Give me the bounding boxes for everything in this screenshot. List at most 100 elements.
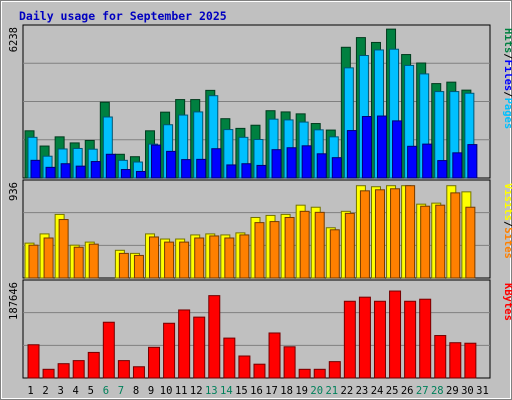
bar-pages-5	[90, 161, 101, 179]
bar-sites-2	[43, 237, 54, 279]
bar-sites-8	[133, 254, 144, 279]
x-tick-label-28: 28	[431, 385, 444, 397]
panel-pages-files-hits: 6238 Hits/Files/Pages	[8, 24, 512, 179]
bar-pages-17	[271, 149, 282, 179]
axis-label-part: /	[502, 221, 512, 227]
bar-pages-3	[60, 163, 71, 179]
y-max-label: 936	[8, 182, 20, 201]
bar-sites-21	[329, 229, 340, 279]
bar-kbytes-26	[404, 300, 417, 379]
bar-sites-28	[435, 204, 446, 279]
bar-kbytes-21	[328, 361, 341, 379]
bar-pages-9	[151, 144, 162, 179]
bar-sites-16	[254, 222, 265, 279]
bar-pages-27	[422, 143, 433, 179]
bar-kbytes-10	[163, 322, 176, 379]
bar-sites-19	[299, 210, 310, 279]
axis-label-pages-files-hits: Hits/Files/Pages	[502, 28, 512, 129]
chart-title: Daily usage for September 2025	[19, 9, 227, 23]
x-tick-label-9: 9	[148, 385, 154, 397]
bar-sites-18	[284, 216, 295, 279]
x-tick-label-11: 11	[175, 385, 188, 397]
x-tick-label-2: 2	[42, 385, 48, 397]
bar-kbytes-28	[434, 335, 447, 379]
bar-pages-2	[45, 166, 56, 179]
bar-pages-11	[181, 159, 192, 179]
bar-pages-18	[286, 147, 297, 179]
axis-label-part: Files	[502, 60, 512, 92]
bar-pages-1	[30, 159, 41, 179]
bar-sites-26	[405, 185, 416, 279]
bar-kbytes-12	[193, 316, 206, 379]
bar-sites-9	[149, 236, 160, 279]
x-tick-label-22: 22	[341, 385, 354, 397]
axis-label-part: Visits	[502, 183, 512, 221]
x-tick-label-21: 21	[325, 385, 338, 397]
bar-sites-7	[118, 252, 129, 279]
bar-sites-10	[164, 241, 175, 279]
bar-sites-20	[314, 211, 325, 279]
bar-pages-8	[135, 170, 146, 179]
bar-kbytes-29	[449, 342, 462, 379]
bar-sites-22	[344, 212, 355, 279]
bar-kbytes-16	[253, 363, 266, 379]
x-tick-label-20: 20	[310, 385, 323, 397]
y-max-label: 6238	[8, 27, 20, 52]
bar-pages-29	[452, 152, 463, 179]
x-tick-label-14: 14	[220, 385, 233, 397]
x-tick-label-29: 29	[446, 385, 459, 397]
x-tick-label-30: 30	[461, 385, 474, 397]
bar-sites-1	[28, 244, 39, 279]
bar-sites-29	[450, 192, 461, 279]
bar-pages-15	[241, 163, 252, 179]
bar-kbytes-27	[419, 298, 432, 379]
bar-kbytes-8	[132, 366, 145, 379]
x-tick-label-25: 25	[386, 385, 399, 397]
bar-sites-14	[224, 237, 235, 279]
y-max-label: 187646	[8, 282, 20, 320]
x-tick-label-13: 13	[205, 385, 218, 397]
bar-kbytes-23	[358, 296, 371, 379]
bar-sites-24	[374, 189, 385, 279]
bar-pages-26	[407, 145, 418, 179]
bar-kbytes-6	[102, 321, 115, 379]
axis-label-part: Sites	[502, 227, 512, 259]
bar-sites-30	[465, 206, 476, 279]
bar-sites-25	[390, 188, 401, 279]
bar-pages-12	[196, 158, 207, 179]
axis-label-sites-visits: Visits/Sites	[502, 183, 512, 259]
bar-kbytes-9	[148, 346, 161, 379]
x-tick-label-1: 1	[27, 385, 33, 397]
x-tick-label-26: 26	[401, 385, 414, 397]
bar-kbytes-20	[313, 368, 326, 379]
bar-sites-11	[179, 241, 190, 279]
axis-label-part: Pages	[502, 98, 512, 130]
x-tick-label-8: 8	[133, 385, 139, 397]
bar-pages-13	[211, 148, 222, 179]
axis-label-part: KBytes	[502, 283, 512, 321]
panel-kbytes: 187646 KBytes	[8, 279, 512, 379]
bar-pages-4	[75, 165, 86, 179]
x-tick-label-7: 7	[118, 385, 124, 397]
x-tick-label-4: 4	[73, 385, 79, 397]
bar-pages-28	[437, 160, 448, 179]
bar-sites-4	[73, 246, 84, 279]
bar-pages-10	[166, 150, 177, 179]
bar-kbytes-17	[268, 332, 281, 379]
axis-label-kbytes: KBytes	[502, 283, 512, 321]
x-axis-labels: 1 2 3 4 5 6 7 8 9 10 11 12 13 14 15 16 17 18 19 20 21 22 23 24 2…	[27, 385, 488, 397]
bar-kbytes-2	[42, 368, 55, 379]
bar-sites-17	[269, 221, 280, 279]
x-tick-label-15: 15	[235, 385, 248, 397]
bar-kbytes-1	[27, 344, 40, 379]
axis-label-part: Hits	[502, 28, 512, 53]
bar-sites-15	[239, 234, 250, 279]
bar-kbytes-5	[87, 351, 100, 379]
bar-pages-16	[256, 164, 267, 179]
bar-pages-20	[316, 153, 327, 179]
bar-pages-7	[120, 169, 131, 179]
bar-kbytes-30	[464, 342, 477, 379]
bar-pages-25	[392, 120, 403, 179]
